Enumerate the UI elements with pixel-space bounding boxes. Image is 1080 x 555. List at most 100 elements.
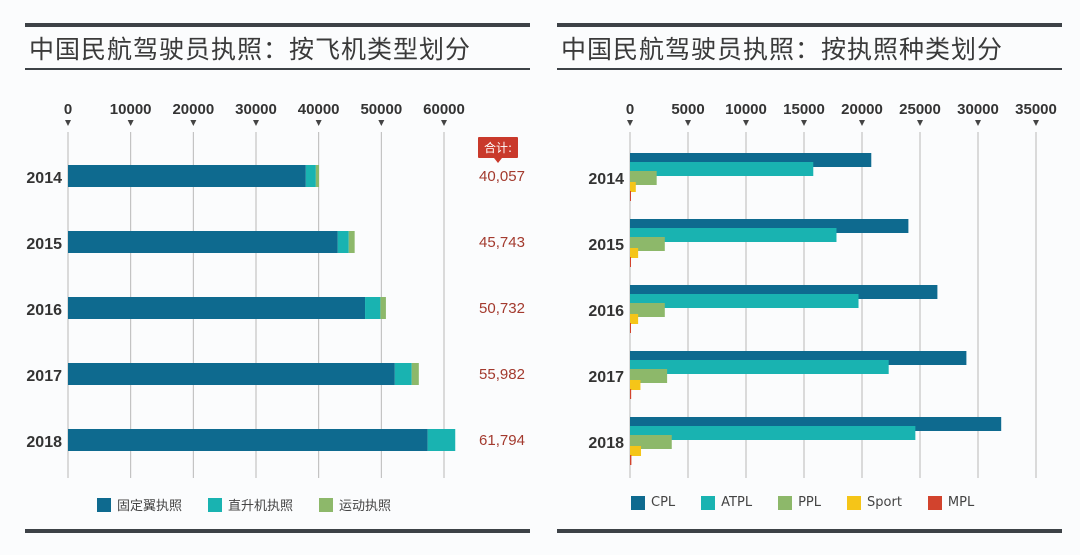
tick-marker-icon (743, 120, 749, 126)
bar (630, 191, 631, 201)
legend-label: MPL (947, 495, 975, 510)
bar-segment (348, 231, 355, 253)
legend: CPL ATPL PPL Sport MPL (631, 495, 974, 510)
year-label: 2014 (588, 171, 624, 188)
bottom-divider (25, 529, 530, 533)
legend-item: CPL (631, 495, 675, 510)
bar-segment (68, 429, 428, 451)
bar (630, 237, 665, 251)
x-tick-label: 35000 (1015, 101, 1057, 118)
legend-item: 固定翼执照 (97, 495, 182, 514)
chart-by-aircraft-type: 0 10000 20000 30000 40000 50000 60000 2014 40,05… (26, 101, 525, 478)
bar-segment (365, 297, 381, 319)
x-tick-label: 50000 (360, 101, 402, 118)
bar (630, 162, 814, 176)
bar (630, 435, 672, 449)
legend-item: PPL (778, 495, 821, 510)
bar (630, 314, 639, 324)
year-label: 2014 (26, 170, 62, 187)
legend-swatch (319, 497, 334, 512)
x-tick-label: 20000 (841, 101, 883, 118)
bar (630, 369, 668, 383)
x-tick-label: 0 (626, 101, 634, 118)
year-label: 2018 (588, 435, 624, 452)
x-tick-label: 30000 (957, 101, 999, 118)
tick-marker-icon (190, 120, 197, 126)
left-chart-panel: 中国民航驾驶员执照：按飞机类型划分 0 10000 20000 30000 40000 5… (25, 0, 530, 555)
tick-marker-icon (859, 120, 865, 126)
bar (630, 426, 916, 440)
year-label: 2015 (26, 236, 62, 253)
legend-swatch (97, 497, 111, 512)
x-tick-label: 5000 (671, 101, 704, 118)
bar-segment (315, 165, 320, 187)
legend-label: 运动执照 (339, 499, 392, 514)
total-label: 50,732 (479, 300, 525, 317)
title-divider (557, 68, 1062, 70)
legend-swatch (208, 497, 223, 512)
tick-marker-icon (253, 120, 259, 126)
bar (630, 455, 632, 465)
legend-label: 直升机执照 (228, 499, 294, 514)
year-label: 2017 (588, 369, 624, 386)
total-label: 45,743 (479, 234, 525, 251)
legend-swatch (847, 495, 862, 510)
bar-segment (427, 429, 456, 451)
bar (630, 303, 665, 317)
tick-marker-icon (685, 120, 691, 126)
year-label: 2016 (588, 303, 624, 320)
total-label: 61,794 (479, 432, 525, 449)
bar-segment (68, 363, 395, 385)
bar-segment (337, 231, 349, 253)
legend-label: CPL (651, 495, 676, 510)
x-tick-label: 30000 (235, 101, 277, 118)
year-label: 2017 (26, 368, 62, 385)
right-chart-panel: 中国民航驾驶员执照：按执照种类划分 0 5000 10000 15000 20000 25… (557, 0, 1062, 555)
legend-swatch (631, 495, 645, 510)
tick-marker-icon (127, 120, 134, 126)
legend-label: Sport (867, 495, 902, 510)
bar (630, 294, 859, 308)
bar (630, 182, 636, 192)
bar (630, 323, 631, 333)
legend-label: 固定翼执照 (117, 499, 183, 514)
x-tick-label: 15000 (783, 101, 825, 118)
title-divider (25, 68, 530, 70)
total-label: 55,982 (479, 366, 525, 383)
bar-segment (394, 363, 412, 385)
bar-segment (68, 165, 306, 187)
legend-swatch (927, 495, 942, 510)
bar (630, 380, 641, 390)
top-divider (557, 23, 1062, 27)
tick-marker-icon (975, 120, 981, 126)
top-divider (25, 23, 530, 27)
bar (630, 257, 631, 267)
legend-item: 运动执照 (319, 495, 391, 514)
legend: 固定翼执照 直升机执照 运动执照 (97, 495, 391, 514)
bar (630, 360, 889, 374)
chart-title: 中国民航驾驶员执照：按执照种类划分 (561, 35, 1004, 64)
legend-item: Sport (847, 495, 902, 510)
total-label: 40,057 (479, 168, 525, 185)
bar-segment (380, 297, 386, 319)
year-label: 2015 (588, 237, 624, 254)
legend-swatch (778, 495, 793, 510)
legend-swatch (701, 495, 716, 510)
chart-by-license-type: 0 5000 10000 15000 20000 25000 30000 35000 2014 2… (588, 101, 1057, 478)
legend-item: 直升机执照 (208, 495, 293, 514)
chart-title: 中国民航驾驶员执照：按飞机类型划分 (29, 35, 472, 64)
legend-label: PPL (798, 495, 822, 510)
bar-segment (68, 231, 338, 253)
year-label: 2016 (26, 302, 62, 319)
tick-marker-icon (65, 120, 71, 126)
tick-marker-icon (801, 120, 807, 126)
tick-marker-icon (1033, 120, 1039, 126)
x-tick-label: 40000 (298, 101, 340, 118)
tick-marker-icon (315, 120, 322, 126)
legend-label: ATPL (721, 495, 753, 510)
tick-marker-icon (378, 120, 385, 126)
tick-marker-icon (627, 120, 633, 126)
bar (630, 248, 639, 258)
tick-marker-icon (441, 120, 447, 126)
bar-segment (305, 165, 316, 187)
